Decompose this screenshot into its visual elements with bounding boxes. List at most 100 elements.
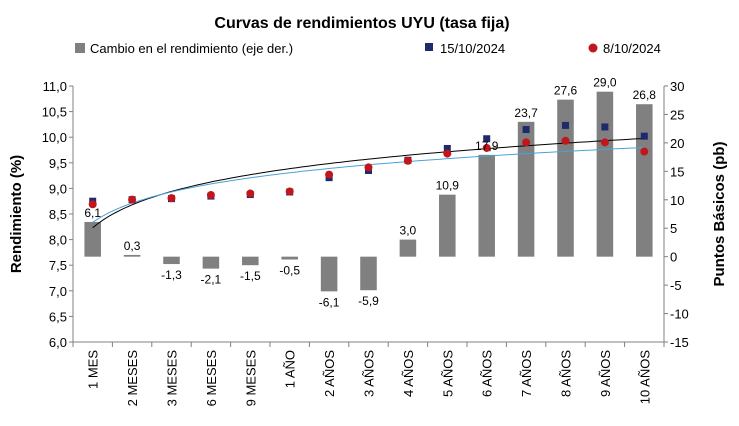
legend: Cambio en el rendimiento (eje der.) 15/1…: [75, 41, 661, 56]
bar: [123, 254, 141, 257]
x-tick-label: 1 AÑO: [283, 350, 298, 388]
y-tick-label: 10,0: [42, 130, 67, 145]
bar: [517, 121, 535, 257]
bar: [163, 256, 180, 265]
bar-data-label: -1,5: [240, 269, 261, 283]
bar-data-label: 0,3: [124, 239, 141, 253]
data-point-8-10: [482, 143, 491, 152]
y2-tick-label: 25: [670, 107, 684, 122]
x-tick-label: 6 AÑOS: [480, 350, 495, 397]
x-tick-label: 7 AÑOS: [519, 350, 534, 397]
data-point-8-10: [246, 189, 255, 198]
y-tick-label: 6,5: [49, 309, 67, 324]
y-axis-title: Rendimiento (%): [8, 155, 25, 273]
data-point-15-10: [640, 132, 648, 140]
data-point-15-10: [522, 126, 530, 134]
data-point-8-10: [561, 136, 570, 145]
y-tick-label: 8,5: [49, 207, 67, 222]
legend-bar-label: Cambio en el rendimiento (eje der.): [90, 41, 293, 56]
bar: [360, 256, 377, 291]
x-tick-label: 3 MESES: [165, 350, 180, 407]
legend-circle-marker: [588, 43, 598, 53]
bar: [84, 221, 101, 257]
x-tick-label: 8 AÑOS: [559, 350, 574, 397]
bar: [202, 256, 220, 269]
bar: [478, 154, 495, 257]
bar-data-label: 3,0: [400, 224, 417, 238]
y2-tick-label: -10: [670, 307, 689, 322]
y2-tick-label: 20: [670, 136, 684, 151]
trend-line: [92, 137, 645, 229]
x-tick-label: 6 MESES: [204, 350, 219, 407]
data-point-8-10: [364, 163, 373, 172]
data-point-15-10: [443, 144, 451, 152]
bar-data-label: 26,8: [633, 88, 657, 102]
y2-tick-label: -15: [670, 335, 689, 350]
data-point-8-10: [206, 191, 215, 200]
y2-tick-label: 5: [670, 221, 677, 236]
bar-data-label: -5,9: [358, 294, 379, 308]
bar-data-label: -0,5: [279, 264, 300, 278]
bar-data-label: -2,1: [201, 273, 222, 287]
x-tick-label: 9 AÑOS: [598, 350, 613, 397]
data-point-8-10: [640, 147, 649, 156]
y2-axis-title: Puntos Básicos (pb): [711, 141, 728, 286]
x-tick-label: 1 MES: [86, 350, 101, 389]
bar-data-label: 29,0: [593, 76, 617, 90]
y2-tick-label: 30: [670, 79, 684, 94]
data-point-8-10: [128, 195, 137, 204]
bar-data-label: -6,1: [319, 295, 340, 309]
bar-data-label: 10,9: [436, 179, 460, 193]
bar: [399, 239, 417, 257]
bar-data-label: 27,6: [554, 84, 578, 98]
legend-series-15-10-label: 15/10/2024: [440, 41, 505, 56]
bar-data-label: 6,1: [84, 206, 101, 220]
data-point-8-10: [403, 156, 412, 165]
data-point-8-10: [325, 170, 334, 179]
data-point-15-10: [601, 123, 609, 131]
y2-tick-label: -5: [670, 278, 682, 293]
y2-tick-label: 0: [670, 250, 677, 265]
data-point-8-10: [522, 138, 531, 147]
data-point-15-10: [483, 135, 491, 143]
x-tick-label: 5 AÑOS: [440, 350, 455, 397]
x-tick-label: 3 AÑOS: [362, 350, 377, 397]
data-point-8-10: [285, 187, 294, 196]
chart-title: Curvas de rendimientos UYU (tasa fija): [214, 15, 509, 32]
data-point-8-10: [600, 138, 609, 147]
legend-bar-swatch: [75, 43, 85, 53]
plot-area: 6,0 6,5 7,0 7,5 8,0 8,5 9,0 9,5 10,0 10,5 11,0 -15 -…: [42, 76, 689, 407]
bar-data-label: 23,7: [514, 106, 538, 120]
bar-data-label: 17,9: [475, 139, 499, 153]
bar: [596, 91, 614, 257]
bar: [320, 256, 338, 292]
x-tick-label: 2 AÑOS: [322, 350, 337, 397]
y-tick-label: 8,0: [49, 233, 67, 248]
data-point-8-10: [167, 194, 176, 203]
x-tick-label: 2 MESES: [125, 350, 140, 407]
bar: [557, 99, 574, 257]
y2-tick-label: 10: [670, 193, 684, 208]
bar: [281, 256, 298, 260]
bar: [636, 104, 653, 257]
x-tick-label: 10 AÑOS: [637, 350, 652, 405]
y-tick-label: 10,5: [42, 105, 67, 120]
y-tick-label: 7,5: [49, 258, 67, 273]
data-point-8-10: [88, 200, 97, 209]
legend-series-8-10-label: 8/10/2024: [603, 41, 661, 56]
y-tick-label: 11,0: [43, 79, 67, 94]
y-tick-label: 9,0: [49, 181, 67, 196]
data-point-8-10: [443, 149, 452, 158]
bar: [439, 194, 456, 257]
x-tick-label: 9 MESES: [243, 350, 258, 407]
x-tick-label: 4 AÑOS: [401, 350, 416, 397]
data-point-15-10: [562, 121, 569, 129]
bar-data-label: -1,3: [161, 268, 182, 282]
y2-tick-label: 15: [670, 164, 684, 179]
y-tick-label: 9,5: [49, 156, 67, 171]
y-tick-label: 7,0: [49, 284, 67, 299]
y-tick-label: 6,0: [49, 335, 67, 350]
legend-square-marker: [425, 43, 433, 51]
